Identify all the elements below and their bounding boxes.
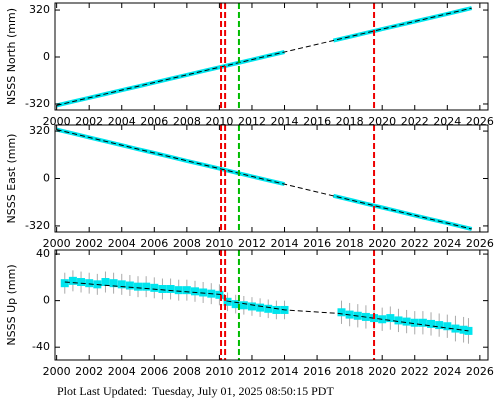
data-point [410,318,419,327]
x-tick-label: 2000 [43,365,71,378]
y-tick-label: -40 [32,340,50,353]
data-point [166,284,175,293]
y-tick-label: 0 [43,294,50,307]
x-tick-label: 2014 [271,365,299,378]
plot [56,6,473,108]
x-tick-label: 2004 [108,237,136,250]
data-point [451,324,460,333]
data-point [77,278,86,287]
x-tick-label: 2016 [303,365,331,378]
x-tick-label: 2018 [336,365,364,378]
data-point [174,286,183,295]
x-tick-label: 2022 [401,365,429,378]
data-point [418,318,427,327]
x-tick-label: 2004 [108,365,136,378]
x-tick-label: 2022 [401,237,429,250]
data-point [117,280,126,289]
data-point [109,279,118,288]
x-tick-label: 2010 [205,237,233,250]
data-point [427,319,436,328]
x-tick-label: 2016 [303,237,331,250]
y-axis-label: NSSS Up (mm) [5,264,18,345]
y-tick-label: -320 [25,97,50,110]
y-tick-label: 320 [29,124,50,137]
data-point [85,279,94,288]
x-tick-label: 2014 [271,237,299,250]
x-tick-label: 2024 [433,237,461,250]
footer-label: Plot Last Updated: [57,384,147,398]
data-point [199,288,208,297]
data-point [402,317,411,326]
data-point [435,321,444,330]
x-tick-label: 2010 [205,365,233,378]
plot-frame [54,2,489,111]
y-tick-label: 0 [43,172,50,185]
x-tick-label: 2008 [173,365,201,378]
data-point [68,276,77,285]
footer-date: Tuesday, July 01, 2025 08:50:15 PDT [152,384,334,398]
data-point [272,305,281,314]
data-point [231,300,240,309]
plot [60,270,473,344]
data-point [247,302,256,311]
y-axis-label: NSSS East (mm) [5,134,18,224]
model-line [64,281,469,332]
data-point [150,283,159,292]
model-line [56,7,472,106]
x-tick-label: 2012 [238,237,266,250]
data-point [190,287,199,296]
data-point [394,316,403,325]
x-tick-label: 2002 [75,237,103,250]
y-axis-label: NSSS North (mm) [5,8,18,105]
data-point [256,303,265,312]
data-point [264,304,273,313]
x-tick-label: 2000 [43,237,71,250]
data-point [443,322,452,331]
x-tick-label: 2006 [140,237,168,250]
data-point [223,297,232,306]
x-tick-label: 2002 [75,365,103,378]
y-tick-label: 40 [36,247,50,260]
data-point [101,278,110,287]
x-tick-label: 2026 [466,365,494,378]
data-point [459,325,468,334]
x-tick-label: 2006 [140,365,168,378]
x-tick-label: 2018 [336,237,364,250]
data-point [158,284,167,293]
data-point [386,314,395,323]
x-tick-label: 2008 [173,237,201,250]
x-tick-label: 2026 [466,237,494,250]
data-point [337,308,346,317]
plot [56,127,473,231]
y-tick-label: 0 [43,50,50,63]
data-point [60,279,69,288]
model-line [56,129,472,230]
data-point [125,281,134,290]
data-point [239,301,248,310]
y-tick-label: -320 [25,219,50,232]
data-point [182,286,191,295]
x-tick-label: 2020 [368,365,396,378]
y-tick-label: 320 [29,3,50,16]
x-tick-label: 2020 [368,237,396,250]
x-tick-label: 2012 [238,365,266,378]
data-point [142,282,151,291]
plot-frame [54,249,489,361]
x-tick-label: 2024 [433,365,461,378]
data-point [134,282,143,291]
